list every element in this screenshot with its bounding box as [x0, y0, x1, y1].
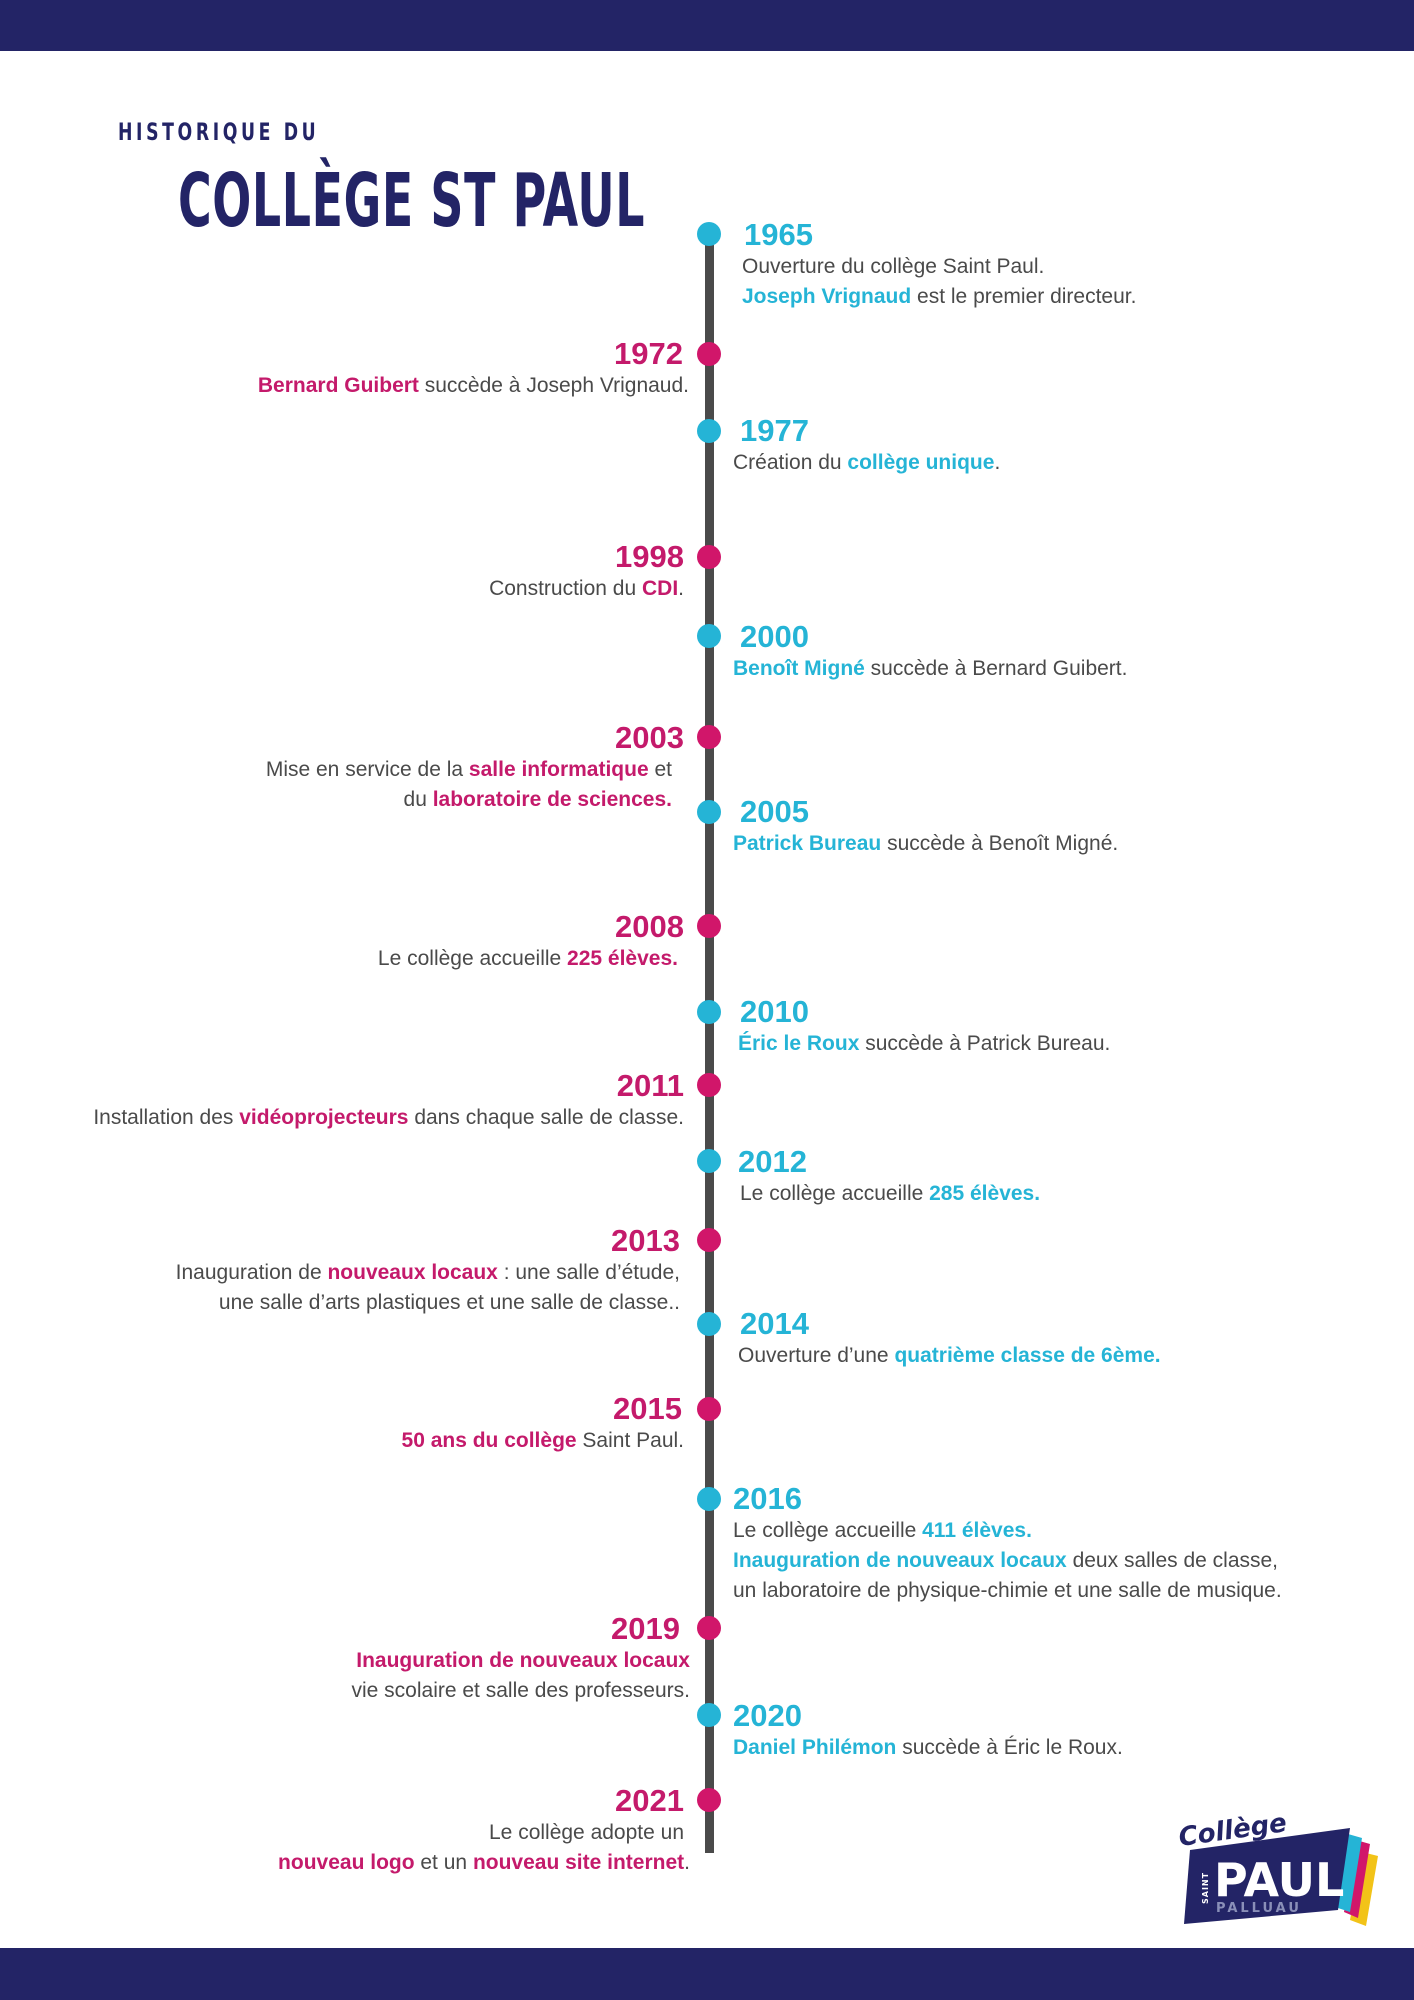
event-year: 2011	[616, 1068, 684, 1103]
event-year: 2012	[738, 1144, 807, 1179]
event-year: 1965	[744, 217, 813, 252]
timeline-dot	[697, 1000, 721, 1024]
timeline-event-2014: 2014 Ouverture d’une quatrième classe de…	[738, 1307, 1161, 1371]
page-title: COLLÈGE ST PAUL	[178, 158, 646, 244]
event-description: Le collège accueille 411 élèves.	[733, 1519, 1032, 1542]
timeline-dot	[697, 1616, 721, 1640]
timeline-event-1965: 1965 Ouverture du collège Saint Paul. Jo…	[742, 218, 1136, 312]
event-description: Daniel Philémon succède à Éric le Roux.	[733, 1736, 1123, 1759]
logo-side-text: SAINT	[1201, 1872, 1210, 1904]
event-description: Inauguration de nouveaux locaux : une sa…	[175, 1261, 680, 1284]
event-year: 2020	[733, 1698, 802, 1733]
college-logo: Collège SAINT PAUL PALLUAU	[1178, 1808, 1378, 1926]
timeline-axis	[705, 235, 714, 1853]
timeline-dot	[697, 222, 721, 246]
event-description: Installation des vidéoprojecteurs dans c…	[93, 1106, 684, 1129]
timeline-event-2012: 2012 Le collège accueille 285 élèves.	[738, 1145, 1040, 1209]
event-description: Ouverture du collège Saint Paul.	[742, 255, 1045, 278]
timeline-dot	[697, 1073, 721, 1097]
event-description: Création du collège unique.	[733, 451, 1001, 474]
event-year: 2003	[615, 720, 684, 755]
page-kicker: HISTORIQUE DU	[118, 118, 320, 146]
event-year: 2013	[611, 1223, 680, 1258]
timeline-event-2015: 2015 50 ans du collège Saint Paul.	[402, 1392, 684, 1456]
event-year: 1998	[615, 539, 684, 574]
timeline-event-2011: 2011 Installation des vidéoprojecteurs d…	[93, 1069, 684, 1133]
event-description: un laboratoire de physique-chimie et une…	[733, 1579, 1282, 1602]
timeline-dot	[697, 1397, 721, 1421]
event-description: Inauguration de nouveaux locaux	[356, 1649, 690, 1672]
event-year: 2010	[740, 994, 809, 1029]
timeline-dot	[697, 624, 721, 648]
bottom-banner	[0, 1948, 1414, 2000]
timeline-dot	[697, 419, 721, 443]
timeline-dot	[697, 1703, 721, 1727]
event-description: Inauguration de nouveaux locaux deux sal…	[733, 1549, 1279, 1572]
timeline-dot	[697, 800, 721, 824]
event-year: 1977	[740, 413, 809, 448]
event-description: Le collège accueille 285 élèves.	[740, 1182, 1041, 1205]
timeline-dot	[697, 1228, 721, 1252]
event-description: Construction du CDI.	[489, 577, 684, 600]
timeline-dot	[697, 342, 721, 366]
event-year: 2015	[613, 1391, 682, 1426]
timeline-event-1972: 1972 Bernard Guibert succède à Joseph Vr…	[258, 337, 689, 401]
timeline-event-2016: 2016 Le collège accueille 411 élèves. In…	[733, 1482, 1282, 1606]
timeline-dot	[697, 1487, 721, 1511]
timeline-event-2019: 2019 Inauguration de nouveaux locaux vie…	[352, 1612, 691, 1706]
event-year: 2021	[615, 1783, 684, 1818]
event-year: 2000	[740, 619, 809, 654]
event-year: 2014	[740, 1306, 809, 1341]
timeline-event-2013: 2013 Inauguration de nouveaux locaux : u…	[176, 1224, 680, 1318]
event-description: Benoît Migné succède à Bernard Guibert.	[733, 657, 1128, 680]
timeline-dot	[697, 725, 721, 749]
event-year: 2019	[611, 1611, 680, 1646]
timeline-dot	[697, 545, 721, 569]
timeline-event-2000: 2000 Benoît Migné succède à Bernard Guib…	[733, 620, 1127, 684]
event-description: 50 ans du collège Saint Paul.	[401, 1429, 684, 1452]
timeline-dot	[697, 1149, 721, 1173]
top-banner	[0, 0, 1414, 51]
event-description: Le collège accueille 225 élèves.	[377, 947, 678, 970]
timeline-dot	[697, 1312, 721, 1336]
timeline-event-1998: 1998 Construction du CDI.	[489, 540, 684, 604]
logo-sub-text: PALLUAU	[1216, 1901, 1302, 1916]
timeline-event-2020: 2020 Daniel Philémon succède à Éric le R…	[733, 1699, 1123, 1763]
timeline-event-1977: 1977 Création du collège unique.	[733, 414, 1000, 478]
event-year: 2008	[615, 909, 684, 944]
timeline-event-2008: 2008 Le collège accueille 225 élèves.	[378, 910, 684, 974]
event-year: 1972	[614, 336, 683, 371]
event-description: Éric le Roux succède à Patrick Bureau.	[738, 1032, 1111, 1055]
event-description: Ouverture d’une quatrième classe de 6ème…	[738, 1344, 1161, 1367]
event-description: Le collège adopte un	[489, 1821, 684, 1844]
event-description: Mise en service de la salle informatique…	[265, 758, 672, 781]
timeline-dot	[697, 1788, 721, 1812]
timeline-dot	[697, 914, 721, 938]
timeline-event-2021: 2021 Le collège adopte un nouveau logo e…	[278, 1784, 690, 1878]
event-description: une salle d’arts plastiques et une salle…	[218, 1291, 680, 1314]
event-description: du laboratoire de sciences.	[403, 788, 672, 811]
event-description: Joseph Vrignaud est le premier directeur…	[742, 285, 1137, 308]
event-description: Bernard Guibert succède à Joseph Vrignau…	[257, 374, 689, 397]
event-year: 2005	[740, 794, 809, 829]
event-description: Patrick Bureau succède à Benoît Migné.	[733, 832, 1119, 855]
timeline-event-2005: 2005 Patrick Bureau succède à Benoît Mig…	[733, 795, 1118, 859]
logo-main-text: PAUL	[1214, 1853, 1344, 1907]
event-year: 2016	[733, 1481, 802, 1516]
timeline-event-2003: 2003 Mise en service de la salle informa…	[266, 721, 684, 815]
event-description: vie scolaire et salle des professeurs.	[351, 1679, 691, 1702]
event-description: nouveau logo et un nouveau site internet…	[278, 1851, 690, 1874]
timeline-event-2010: 2010 Éric le Roux succède à Patrick Bure…	[738, 995, 1110, 1059]
